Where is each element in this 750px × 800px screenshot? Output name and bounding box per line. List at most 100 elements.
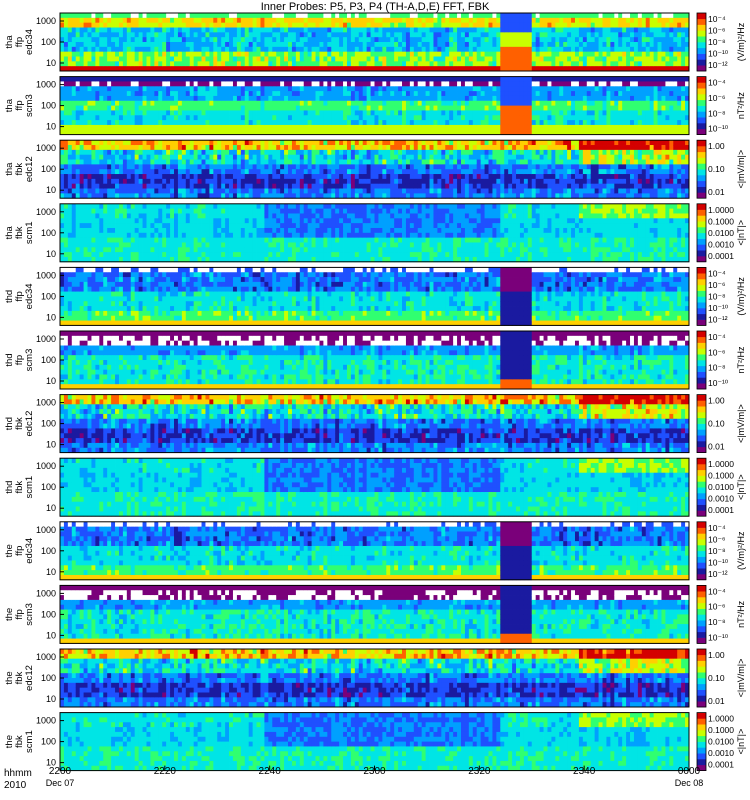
spectrogram-cell: [87, 56, 92, 62]
spectrogram-cell: [201, 140, 206, 146]
spectrogram-cell: [362, 105, 368, 111]
spectrogram-cell: [602, 124, 607, 131]
spectrogram-cell: [87, 51, 92, 57]
spectrogram-cell: [303, 174, 309, 180]
spectrogram-cell: [303, 183, 309, 189]
spectrogram-cell: [197, 124, 202, 131]
spectrogram-cell: [472, 27, 478, 33]
spectrogram-cell: [437, 124, 442, 131]
spectrogram-cell: [181, 149, 187, 156]
spectrogram-cell: [346, 193, 352, 199]
panel-ylabel: tha ffp edc34: [4, 29, 35, 55]
spectrogram-cell: [614, 66, 619, 72]
spectrogram-cell: [217, 120, 222, 126]
spectrogram-cell: [95, 145, 100, 151]
spectrogram-cell: [547, 22, 552, 28]
spectrogram-cell: [343, 17, 348, 24]
spectrogram-cell: [331, 42, 336, 48]
spectrogram-cell: [374, 169, 379, 175]
spectrogram-cell: [484, 17, 489, 24]
spectrogram-cell: [240, 76, 246, 82]
spectrogram-cell: [354, 27, 360, 33]
spectrogram-cell: [213, 22, 218, 28]
spectrogram-cell: [115, 193, 120, 199]
spectrogram-cell: [578, 37, 584, 43]
spectrogram-cell: [685, 46, 690, 53]
spectrogram-cell: [205, 37, 210, 43]
spectrogram-cell: [354, 81, 360, 87]
spectrogram-cell: [543, 86, 548, 92]
spectrogram-cell: [653, 120, 658, 126]
spectrogram-cell: [590, 17, 596, 24]
spectrogram-cell: [99, 17, 104, 24]
spectrogram-cell: [382, 178, 387, 185]
spectrogram-cell: [252, 110, 257, 116]
spectrogram-cell: [272, 124, 277, 131]
spectrogram-cell: [154, 22, 159, 28]
spectrogram-cell: [303, 27, 309, 33]
spectrogram-cell: [370, 37, 375, 43]
spectrogram-cell: [626, 105, 631, 111]
spectrogram-cell: [276, 51, 281, 57]
spectrogram-cell: [417, 81, 423, 87]
spectrogram-cell: [460, 61, 466, 67]
spectrogram-cell: [146, 27, 151, 33]
spectrogram-cell: [138, 42, 143, 48]
spectrogram-cell: [205, 27, 210, 33]
spectrogram-cell: [189, 149, 195, 156]
spectrogram-cell: [295, 32, 301, 38]
spectrogram-cell: [252, 100, 257, 106]
spectrogram-cell: [174, 95, 179, 102]
spectrogram-cell: [315, 115, 320, 121]
spectrogram-cell: [209, 169, 214, 175]
spectrogram-cell: [637, 42, 643, 48]
spectrogram-cell: [508, 13, 513, 19]
spectrogram-cell: [598, 76, 603, 82]
spectrogram-cell: [504, 76, 509, 82]
spectrogram-cell: [460, 42, 466, 48]
spectrogram-cell: [75, 56, 81, 62]
spectrogram-cell: [441, 95, 446, 102]
spectrogram-cell: [229, 188, 234, 194]
spectrogram-cell: [177, 149, 183, 156]
spectrogram-cell: [453, 120, 458, 126]
spectrogram-cell: [111, 100, 116, 106]
spectrogram-cell: [248, 149, 254, 156]
spectrogram-cell: [115, 42, 120, 48]
spectrogram-cell: [460, 91, 466, 97]
spectrogram-cell: [567, 66, 572, 72]
spectrogram-cell: [527, 61, 533, 67]
spectrogram-cell: [189, 100, 195, 106]
spectrogram-cell: [685, 81, 690, 87]
spectrogram-cell: [378, 140, 383, 146]
spectrogram-cell: [260, 100, 265, 106]
spectrogram-cell: [519, 37, 525, 43]
spectrogram-cell: [346, 169, 352, 175]
spectrogram-cell: [653, 81, 658, 87]
spectrogram-cell: [260, 183, 265, 189]
spectrogram-cell: [248, 51, 254, 57]
spectrogram-cell: [394, 129, 399, 135]
spectrogram-cell: [472, 105, 478, 111]
spectrogram-cell: [323, 115, 328, 121]
spectrogram-cell: [130, 32, 136, 38]
spectrogram-cells: [60, 140, 690, 199]
spectrogram-cell: [252, 91, 257, 97]
spectrogram-cell: [563, 105, 568, 111]
spectrogram-cell: [433, 100, 438, 106]
spectrogram-cell: [346, 51, 352, 57]
spectrogram-cell: [445, 120, 450, 126]
spectrogram-cell: [673, 124, 678, 131]
spectrogram-cell: [527, 27, 533, 33]
spectrogram-cell: [555, 129, 560, 135]
spectrogram-cell: [362, 46, 368, 53]
spectrogram-cell: [453, 42, 458, 48]
spectrogram-cell: [315, 188, 320, 194]
y-tick-label: 1000: [36, 80, 56, 90]
spectrogram-cell: [559, 124, 564, 131]
spectrogram-cell: [358, 120, 364, 126]
spectrogram-cell: [177, 169, 183, 175]
spectrogram-cell: [142, 164, 147, 170]
spectrogram-cell: [134, 183, 140, 189]
spectrogram-cell: [232, 22, 238, 28]
